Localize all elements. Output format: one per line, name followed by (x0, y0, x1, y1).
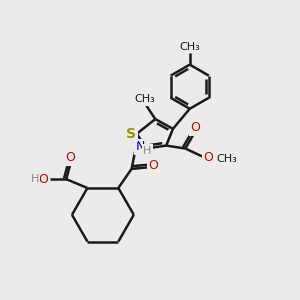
Text: H: H (31, 174, 39, 184)
Text: H: H (143, 146, 152, 156)
Text: O: O (66, 152, 76, 164)
Text: CH₃: CH₃ (179, 42, 200, 52)
Text: CH₃: CH₃ (216, 154, 237, 164)
Text: O: O (39, 173, 49, 186)
Text: S: S (127, 127, 136, 141)
Text: O: O (148, 159, 158, 172)
Text: O: O (203, 151, 213, 164)
Text: CH₃: CH₃ (135, 94, 155, 104)
Text: O: O (191, 122, 201, 134)
Text: N: N (136, 140, 145, 153)
